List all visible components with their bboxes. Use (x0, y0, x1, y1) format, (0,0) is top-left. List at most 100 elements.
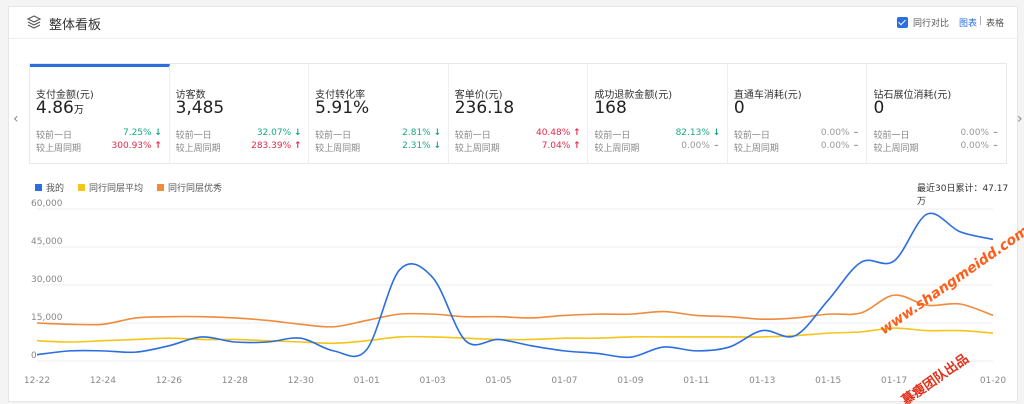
series-line (36, 294, 994, 328)
series-line (36, 212, 994, 359)
y-tick-label: 60,000 (31, 199, 63, 209)
legend-label: 我的 (46, 184, 65, 194)
metric-card[interactable]: 直通车消耗(元) 0 较前一日 0.00% – 较上周同期 0.00% – (728, 64, 868, 163)
page-title: 整体看板 (49, 18, 102, 33)
compare-last-week-label: 较上周同期 (733, 144, 779, 154)
legend-item[interactable]: 我的 (35, 181, 64, 194)
compare-prev-day-label: 较前一日 (733, 131, 770, 141)
view-table-tab[interactable]: 表格 (986, 19, 1005, 29)
layers-icon (27, 15, 41, 29)
metric-card[interactable]: 支付金额(元) 4.86万 较前一日 7.25% ↓ 较上周同期 300.93% ↑ (30, 64, 170, 163)
compare-prev-day-value: 0.00% – (821, 128, 861, 138)
compare-last-week-value: 2.31% ↓ (402, 141, 441, 151)
line-chart: 0 15,000 30,000 45,000 60,000 12-22 12-24 12-26… (24, 199, 1006, 386)
chart-summary: 最近30日累计：47.17万 (917, 184, 1009, 207)
metric-title: 成功退款金额(元) (594, 90, 673, 101)
legend-swatch (35, 184, 42, 191)
trend-down-icon: ↓ (293, 128, 302, 138)
trend-flat-icon: – (714, 141, 719, 151)
x-tick-label: 12-28 (222, 376, 248, 386)
metric-cards: 支付金额(元) 4.86万 较前一日 7.25% ↓ 较上周同期 300.93% ↑… (29, 63, 1007, 164)
trend-up-icon: ↑ (154, 141, 162, 151)
x-tick-label: 12-26 (156, 376, 182, 386)
metric-value: 3,485 (175, 98, 225, 118)
x-tick-label: 01-07 (551, 376, 577, 386)
x-tick-label: 01-17 (881, 376, 907, 386)
legend-label: 同行同层优秀 (168, 184, 223, 194)
view-separator: | (979, 16, 983, 26)
compare-last-week-value: 0.00% – (681, 141, 721, 151)
y-tick-label: 0 (31, 351, 37, 361)
metric-title: 直通车消耗(元) (733, 90, 802, 101)
compare-label[interactable]: 同行对比 (913, 19, 950, 29)
x-tick-label: 12-22 (24, 376, 50, 386)
dashboard-panel: 整体看板 同行对比 图表 | 表格 ‹ › 支付金额(元) 4.86万 较前一日… (8, 6, 1024, 404)
compare-prev-day-label: 较前一日 (873, 131, 910, 141)
metric-card[interactable]: 访客数 3,485 较前一日 32.07% ↓ 较上周同期 283.39% ↑ (170, 64, 310, 163)
compare-prev-day-value: 40.48% ↑ (535, 128, 581, 138)
compare-last-week-label: 较上周同期 (175, 144, 221, 154)
metric-value: 236.18 (454, 98, 515, 118)
x-tick-label: 01-20 (980, 376, 1006, 386)
next-arrow-icon[interactable]: › (1017, 111, 1023, 127)
view-chart-tab[interactable]: 图表 (959, 19, 978, 29)
legend-swatch (78, 184, 86, 191)
compare-prev-day-value: 7.25% ↓ (122, 128, 162, 138)
compare-last-week-value: 0.00% – (821, 141, 861, 151)
trend-up-icon: ↑ (573, 128, 581, 138)
compare-prev-day-value: 32.07% ↓ (256, 128, 302, 138)
compare-last-week-label: 较上周同期 (454, 144, 500, 154)
compare-prev-day-value: 0.00% – (960, 128, 1000, 138)
trend-flat-icon: – (853, 128, 859, 138)
legend-swatch (157, 184, 165, 191)
compare-last-week-value: 7.04% ↑ (541, 141, 581, 151)
x-tick-label: 01-05 (485, 376, 511, 386)
trend-down-icon: ↓ (433, 141, 441, 151)
metric-title: 钻石展位消耗(元) (873, 90, 952, 101)
compare-checkbox[interactable] (897, 17, 908, 28)
compare-last-week-label: 较上周同期 (36, 144, 82, 154)
metric-title: 客单价(元) (454, 90, 503, 101)
metric-card[interactable]: 成功退款金额(元) 168 较前一日 82.13% ↓ 较上周同期 0.00% – (588, 64, 728, 163)
x-tick-label: 01-13 (749, 376, 775, 386)
compare-last-week-label: 较上周同期 (873, 144, 919, 154)
compare-prev-day-label: 较前一日 (315, 131, 352, 141)
x-tick-label: 01-03 (420, 376, 446, 386)
trend-down-icon: ↓ (154, 128, 162, 138)
compare-prev-day-label: 较前一日 (454, 131, 491, 141)
legend-item[interactable]: 同行同层优秀 (157, 181, 222, 194)
x-tick-label: 01-15 (815, 376, 841, 386)
compare-prev-day-value: 82.13% ↓ (675, 128, 721, 138)
compare-prev-day-value: 2.81% ↓ (402, 128, 441, 138)
legend-label: 同行同层平均 (89, 184, 144, 194)
compare-last-week-label: 较上周同期 (315, 144, 361, 154)
x-tick-label: 01-01 (354, 376, 380, 386)
trend-up-icon: ↑ (293, 141, 302, 151)
metric-title: 支付金额(元) (36, 90, 94, 101)
panel-header: 整体看板 同行对比 图表 | 表格 (9, 7, 1017, 39)
compare-last-week-value: 0.00% – (960, 141, 1000, 151)
trend-flat-icon: – (993, 141, 998, 151)
compare-prev-day-label: 较前一日 (594, 131, 631, 141)
metric-card[interactable]: 客单价(元) 236.18 较前一日 40.48% ↑ 较上周同期 7.04% ↑ (449, 64, 589, 163)
x-tick-label: 12-24 (90, 376, 116, 386)
y-tick-label: 30,000 (31, 275, 63, 285)
metric-value: 5.91% (315, 98, 370, 118)
trend-down-icon: ↓ (712, 128, 721, 138)
trend-down-icon: ↓ (433, 128, 441, 138)
y-tick-label: 45,000 (31, 237, 63, 247)
x-tick-label: 01-11 (683, 376, 709, 386)
compare-prev-day-label: 较前一日 (36, 131, 73, 141)
compare-last-week-value: 300.93% ↑ (111, 141, 162, 151)
y-tick-label: 15,000 (31, 313, 63, 323)
trend-flat-icon: – (993, 128, 998, 138)
metric-value: 168 (594, 98, 627, 118)
series-line (36, 327, 994, 345)
trend-up-icon: ↑ (573, 141, 581, 151)
prev-arrow-icon[interactable]: ‹ (13, 111, 19, 127)
metric-card[interactable]: 支付转化率 5.91% 较前一日 2.81% ↓ 较上周同期 2.31% ↓ (309, 64, 449, 163)
compare-last-week-value: 283.39% ↑ (251, 141, 302, 151)
compare-prev-day-label: 较前一日 (175, 131, 212, 141)
legend-item[interactable]: 同行同层平均 (78, 181, 143, 194)
metric-card[interactable]: 钻石展位消耗(元) 0 较前一日 0.00% – 较上周同期 0.00% – (867, 64, 1006, 163)
